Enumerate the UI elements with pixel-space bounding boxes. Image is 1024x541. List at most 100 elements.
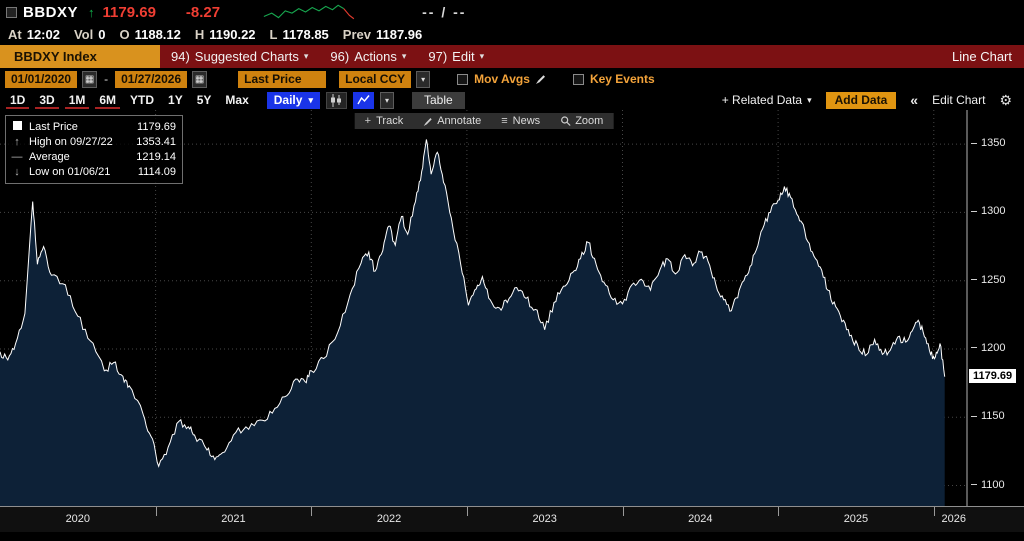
line-chart-icon	[357, 95, 370, 105]
calendar-icon[interactable]: ▦	[82, 70, 98, 88]
y-tick-label: 1350	[971, 137, 1005, 149]
x-year-label: 2023	[532, 513, 557, 525]
bid-ask-placeholder: -- / --	[422, 4, 467, 20]
date-to-field[interactable]: 01/27/2026	[115, 70, 188, 88]
y-tick-label: 1100	[971, 479, 1005, 491]
legend-average[interactable]: — Average 1219.14	[11, 150, 177, 163]
chart-type-caret[interactable]: ▾	[379, 91, 394, 109]
stat-low: L 1178.85	[269, 27, 329, 42]
crosshair-icon: +	[364, 114, 372, 127]
currency-dropdown[interactable]: Local CCY	[339, 70, 412, 88]
period-ytd[interactable]: YTD	[130, 93, 155, 107]
low-arrow-icon: ↓	[14, 165, 20, 178]
menu-actions[interactable]: 96) Actions ▾	[330, 49, 407, 64]
y-tick-label: 1150	[971, 410, 1005, 422]
table-button[interactable]: Table	[411, 91, 465, 109]
average-line-icon: —	[11, 150, 23, 163]
calendar-icon[interactable]: ▦	[192, 70, 208, 88]
stat-at: At 12:02	[8, 27, 60, 42]
chart-type-label: Line Chart	[952, 49, 1012, 64]
stat-prev: Prev 1187.96	[342, 27, 423, 42]
gear-icon[interactable]: ⚙	[999, 91, 1012, 108]
date-from-field[interactable]: 01/01/2020	[5, 70, 78, 88]
pencil-icon	[423, 117, 432, 126]
chevron-down-icon[interactable]: ▾	[416, 70, 431, 88]
menu-suggested-charts[interactable]: 94) Suggested Charts ▾	[171, 49, 309, 64]
status-row: At 12:02 Vol 0 O 1188.12 H 1190.22 L 1178.85 …	[0, 24, 1024, 45]
intraday-sparkline	[263, 4, 355, 20]
key-events-option[interactable]: Key Events	[572, 72, 655, 86]
y-tick-label: 1200	[971, 342, 1005, 354]
legend-high[interactable]: ↑ High on 09/27/22 1353.41	[11, 134, 176, 149]
period-3d[interactable]: 3D	[35, 92, 59, 109]
range-toolbar: 01/01/2020 ▦ - 01/27/2026 ▦ Last Price L…	[0, 68, 1024, 90]
frequency-dropdown[interactable]: Daily ▾	[266, 91, 320, 109]
candle-chart-button[interactable]	[325, 91, 347, 109]
x-axis: 2020 2021 2022 2023 2024 2025 2026	[0, 506, 1024, 532]
stat-high: H 1190.22	[194, 27, 256, 42]
add-data-button[interactable]: Add Data	[825, 91, 897, 109]
high-arrow-icon: ↑	[14, 135, 20, 148]
news-button[interactable]: ≡ News	[501, 114, 541, 127]
key-events-checkbox[interactable]	[572, 73, 584, 85]
chevron-down-icon: ▾	[479, 51, 485, 61]
news-icon: ≡	[501, 114, 508, 127]
menu-bar: BBDXY Index 94) Suggested Charts ▾ 96) A…	[0, 45, 1024, 68]
security-tag[interactable]: BBDXY Index	[0, 45, 160, 68]
zoom-button[interactable]: Zoom	[550, 113, 613, 129]
last-price-tag: 1179.69	[969, 368, 1017, 383]
series-swatch-icon	[12, 120, 22, 130]
candlestick-icon	[331, 93, 342, 107]
stat-vol: Vol 0	[73, 27, 106, 42]
field-dropdown[interactable]: Last Price	[238, 70, 327, 88]
chart-toolbar: 1D 3D 1M 6M YTD 1Y 5Y Max Daily ▾ ▾ Tabl…	[0, 90, 1024, 110]
chevron-down-icon: ▾	[303, 51, 309, 61]
magnifier-icon	[560, 116, 571, 126]
annotate-button[interactable]: Annotate	[413, 113, 491, 129]
period-max[interactable]: Max	[225, 93, 249, 107]
price-change: -8.27	[185, 3, 221, 21]
toolbar-right-group: + Related Data ▾ Add Data « Edit Chart ⚙	[721, 91, 1018, 109]
period-1y[interactable]: 1Y	[168, 93, 183, 107]
legend-last-price[interactable]: Last Price 1179.69	[11, 119, 176, 134]
mov-avgs-checkbox[interactable]	[457, 73, 469, 85]
x-axis-tick	[466, 507, 468, 516]
x-year-label: 2020	[65, 513, 91, 525]
period-1d[interactable]: 1D	[6, 92, 30, 109]
line-chart-button[interactable]	[352, 91, 374, 109]
x-year-label: 2026	[941, 513, 966, 525]
chart-legend: Last Price 1179.69 ↑ High on 09/27/22 13…	[5, 115, 183, 184]
period-6m[interactable]: 6M	[95, 92, 121, 109]
collapse-icon[interactable]: «	[910, 92, 919, 108]
y-tick-label: 1300	[971, 205, 1005, 217]
related-data-button[interactable]: + Related Data ▾	[721, 93, 812, 107]
quote-row: BBDXY ↑ 1179.69 -8.27 -- / --	[0, 0, 1024, 24]
ticker-symbol: BBDXY	[23, 3, 79, 21]
chevron-down-icon: ▾	[807, 94, 812, 105]
chevron-down-icon: ▾	[308, 94, 313, 105]
pencil-icon[interactable]	[535, 74, 546, 84]
chart-area: Last Price 1179.69 ↑ High on 09/27/22 13…	[0, 110, 1024, 506]
security-icon	[6, 6, 17, 18]
chart-tools-bar: + Track Annotate ≡ News Zoom	[354, 113, 614, 129]
track-button[interactable]: + Track	[364, 114, 404, 127]
x-axis-tick	[778, 507, 780, 516]
stat-open: O 1188.12	[119, 27, 181, 42]
date-separator: -	[104, 72, 109, 86]
edit-chart-button[interactable]: Edit Chart	[932, 93, 986, 107]
x-year-label: 2021	[221, 513, 246, 525]
x-axis-tick	[155, 507, 157, 516]
x-axis-tick	[622, 507, 624, 516]
mov-avgs-option[interactable]: Mov Avgs	[457, 72, 546, 86]
legend-low[interactable]: ↓ Low on 01/06/21 1114.09	[11, 164, 176, 179]
chevron-down-icon: ▾	[401, 51, 407, 61]
x-axis-tick	[311, 507, 313, 516]
x-year-label: 2022	[376, 513, 402, 525]
x-axis-tick	[933, 507, 935, 516]
menu-edit[interactable]: 97) Edit ▾	[428, 49, 485, 64]
period-5y[interactable]: 5Y	[196, 93, 212, 107]
uptick-arrow-icon: ↑	[88, 4, 95, 20]
last-price: 1179.69	[102, 3, 156, 21]
period-1m[interactable]: 1M	[64, 92, 90, 109]
x-year-label: 2024	[688, 513, 713, 525]
